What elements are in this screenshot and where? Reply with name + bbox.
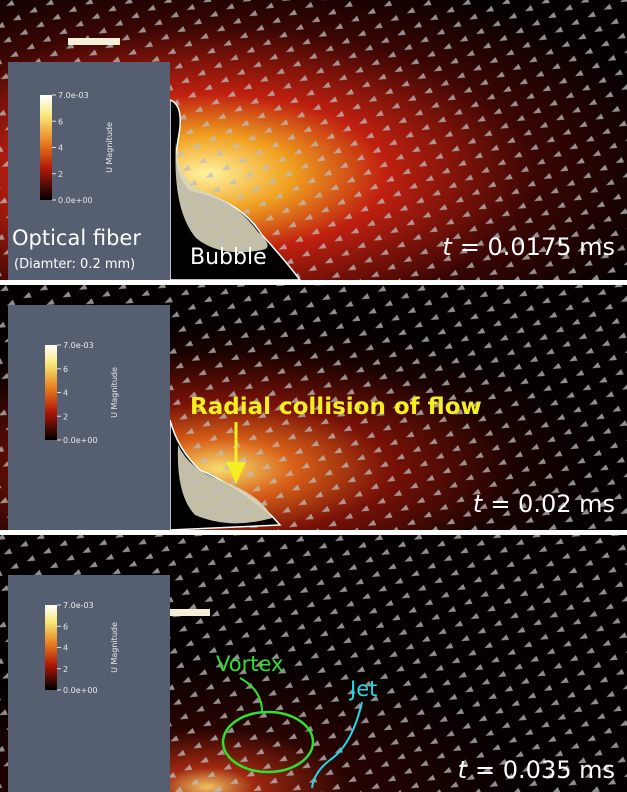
colorbar-tick-label: 0.0e+00 (58, 196, 93, 205)
time-label: t= 0.02 ms (473, 490, 615, 518)
colorbar (40, 95, 52, 200)
jet-label: Jet (348, 677, 377, 701)
time-value: = 0.02 ms (490, 490, 615, 518)
colorbar-tick-label: 0.0e+00 (63, 436, 98, 445)
colorbar-title: U Magnitude (105, 122, 114, 173)
fiber-box (8, 305, 170, 530)
colorbar-tick-label: 6 (63, 622, 68, 631)
time-variable: t (442, 233, 453, 261)
colorbar-title: U Magnitude (110, 367, 119, 418)
collision-label: Radial collision of flow (190, 394, 482, 420)
bubble-label: Bubble (190, 245, 267, 270)
time-label: t= 0.035 ms (458, 756, 615, 784)
colorbar-tick-label: 6 (63, 365, 68, 374)
colorbar-tick-label: 2 (63, 412, 68, 421)
colorbar (45, 345, 57, 440)
time-variable: t (473, 490, 484, 518)
colorbar-tick-label: 7.0e-03 (58, 91, 89, 100)
colorbar-tick-label: 4 (63, 644, 68, 653)
colorbar-tick-label: 7.0e-03 (63, 341, 94, 350)
colorbar (45, 605, 57, 690)
legend-tag (68, 38, 120, 45)
colorbar-tick-label: 4 (63, 389, 68, 398)
colorbar-tick-label: 2 (58, 170, 63, 179)
time-label: t= 0.0175 ms (442, 233, 615, 261)
colorbar-tick-label: 7.0e-03 (63, 601, 94, 610)
colorbar-title: U Magnitude (110, 622, 119, 673)
figure: 7.0e-03 6 4 2 0.0e+00 U Magnitude 7.0e-03 6 4 2 0.… (0, 0, 627, 792)
colorbar-tick-label: 2 (63, 665, 68, 674)
time-value: = 0.0175 ms (460, 233, 615, 261)
fiber-label: Optical fiber (12, 226, 141, 250)
panel: 7.0e-03 6 4 2 0.0e+00 U Magnitude (0, 535, 627, 792)
time-variable: t (458, 756, 469, 784)
colorbar-tick-label: 0.0e+00 (63, 686, 98, 695)
time-value: = 0.035 ms (475, 756, 615, 784)
colorbar-tick-label: 6 (58, 117, 63, 126)
vortex-label: Vortex (216, 652, 283, 676)
fiber-diameter: (Diamter: 0.2 mm) (14, 257, 135, 272)
colorbar-tick-label: 4 (58, 144, 63, 153)
